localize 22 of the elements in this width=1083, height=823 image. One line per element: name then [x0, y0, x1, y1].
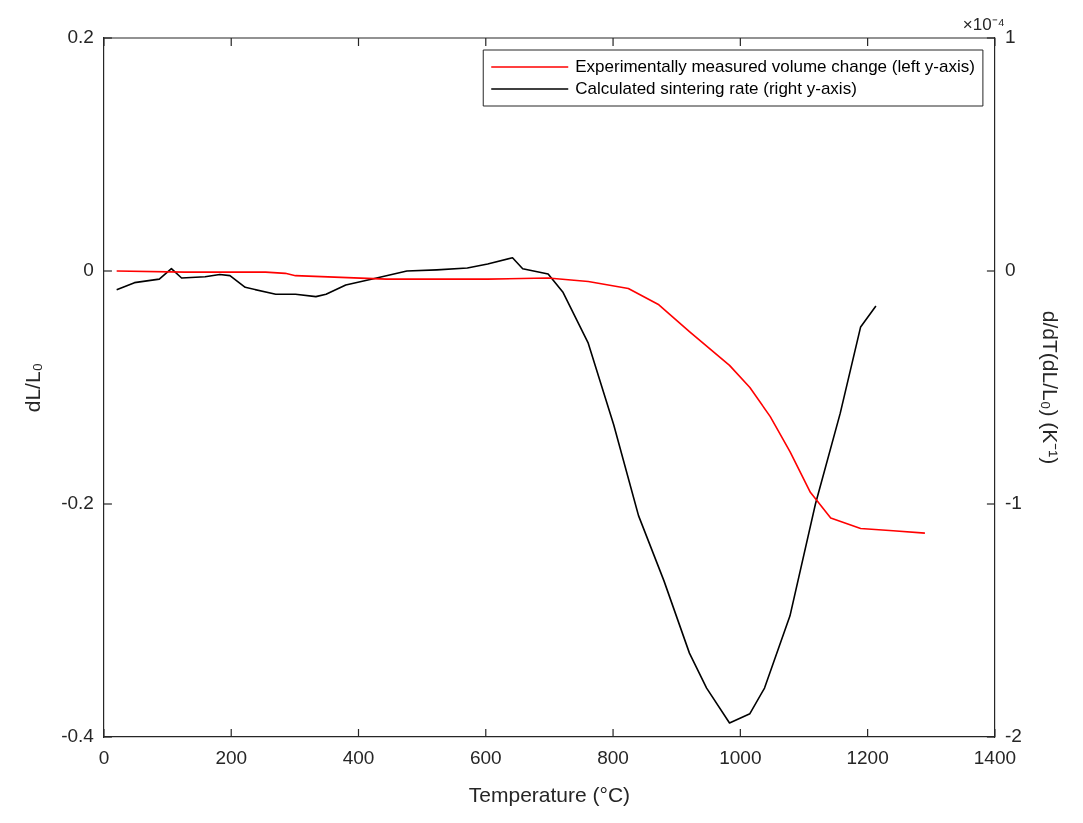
x-tick-label: 1400	[973, 746, 1017, 768]
x-tick-label: 800	[597, 746, 629, 768]
x-axis-title: Temperature (°C)	[468, 783, 631, 807]
x-tick-label: 600	[469, 746, 502, 768]
y2-tick-label: -2	[1004, 725, 1022, 747]
y-tick-label: -0.4	[61, 725, 95, 747]
x-tick-label: 200	[215, 746, 248, 768]
y-tick-label: 0	[83, 259, 94, 281]
y2-tick-label: 0	[1004, 259, 1016, 281]
x-tick-label: 1200	[846, 746, 889, 768]
x-tick-label: 400	[342, 746, 375, 768]
y-axis-title: dL/L₀	[21, 362, 45, 413]
legend-label: Calculated sintering rate (right y-axis)	[575, 78, 857, 98]
legend-label: Experimentally measured volume change (left y-axis)	[575, 56, 975, 76]
y2-tick-label: -1	[1004, 492, 1022, 514]
y-tick-label: -0.2	[61, 492, 94, 514]
text: ×10⁻⁴	[962, 15, 1005, 35]
x-tick-label: 0	[98, 746, 110, 768]
y2-tick-label: 1	[1004, 26, 1016, 48]
y-tick-label: 0.2	[67, 26, 94, 48]
y2-axis-title: d/dT(dL/L₀) (K⁻¹)	[1038, 310, 1062, 465]
x-tick-label: 1000	[719, 746, 762, 768]
